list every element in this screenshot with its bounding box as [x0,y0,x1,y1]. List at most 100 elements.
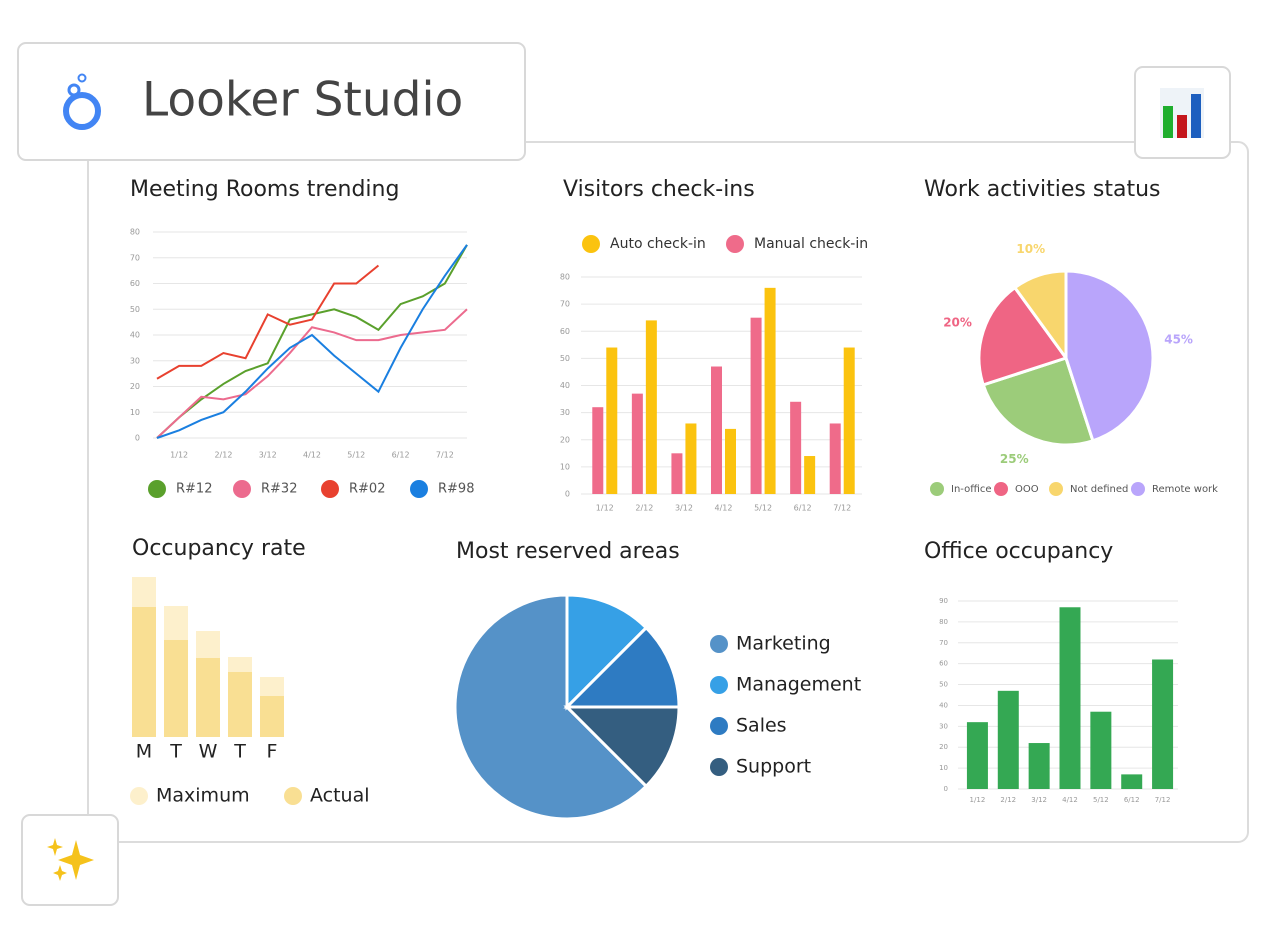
legend-label: OOO [1015,484,1039,495]
bar [685,423,697,494]
y-tick-label: 50 [939,681,948,689]
pie-value-label: 20% [943,315,972,329]
y-tick-label: 80 [560,273,570,282]
bar [606,347,618,494]
pie-slice [563,625,681,709]
legend-swatch [233,480,251,498]
pie-slice [565,593,649,711]
x-tick-label: 3/12 [1031,796,1047,804]
looker-logo [63,73,101,130]
bar [966,722,988,789]
bar [750,317,762,494]
chart-title: Occupancy rate [132,536,306,561]
y-tick-label: 40 [939,701,948,709]
y-tick-label: 70 [939,639,948,647]
y-tick-label: 10 [560,462,570,471]
legend-swatch [321,480,339,498]
y-tick-label: 10 [130,408,140,417]
bar [631,393,643,494]
x-tick-label: 7/12 [833,504,851,513]
x-tick-label: 6/12 [1124,796,1140,804]
bar [1090,711,1112,789]
y-tick-label: 40 [560,381,570,390]
line-series [156,244,468,439]
line-series [156,264,380,380]
y-tick-label: 90 [939,597,948,605]
x-tick-label: 1/12 [970,796,986,804]
chart-title: Visitors check-ins [563,177,755,202]
bar [764,287,776,494]
legend-label: Not defined [1070,484,1128,495]
bar [1028,743,1050,789]
y-tick-label: 50 [560,354,570,363]
chart-icon [1160,88,1204,138]
y-tick-label: 30 [939,722,948,730]
bar [790,401,802,494]
x-tick-label: 7/12 [436,451,454,460]
bar [804,456,816,494]
bar [829,423,841,494]
y-tick-label: 0 [135,434,140,443]
bar [671,453,683,494]
bar [1121,774,1143,789]
y-tick-label: 80 [130,228,140,237]
pie-slice [1064,269,1155,443]
legend-swatch [710,635,728,653]
bar [1059,607,1081,789]
legend-label: R#12 [176,482,212,497]
x-tick-label: 1/12 [170,451,188,460]
legend-label: Manual check-in [754,236,868,252]
y-tick-label: 60 [130,279,140,288]
chart-title: Most reserved areas [456,539,680,564]
x-tick-label: 3/12 [259,451,277,460]
report-panel [87,141,1249,843]
x-tick-label: T [233,741,246,763]
x-tick-label: T [169,741,182,763]
y-tick-label: 60 [560,327,570,336]
bar [132,607,156,737]
legend-swatch [710,758,728,776]
legend-label: R#02 [349,482,385,497]
bar [592,407,604,494]
x-tick-label: 5/12 [347,451,365,460]
bar [645,320,657,494]
legend-label: Maximum [156,785,250,807]
x-tick-label: 4/12 [1062,796,1078,804]
legend-swatch [994,482,1008,496]
legend-label: Marketing [736,633,831,655]
pie-slice [981,356,1095,447]
legend-swatch [410,480,428,498]
y-tick-label: 60 [939,660,948,668]
legend-swatch [930,482,944,496]
bar [843,347,855,494]
bar [228,672,252,737]
x-tick-label: 1/12 [596,504,614,513]
x-tick-label: 2/12 [214,451,232,460]
legend-label: Actual [310,785,370,807]
legend-label: Auto check-in [610,236,706,252]
x-tick-label: 2/12 [635,504,653,513]
x-tick-label: F [267,741,278,763]
app-title: Looker Studio [142,73,463,128]
y-tick-label: 30 [130,356,140,365]
x-tick-label: 2/12 [1000,796,1016,804]
y-tick-label: 0 [944,785,948,793]
chart-title: Meeting Rooms trending [130,177,399,202]
x-tick-label: 3/12 [675,504,693,513]
y-tick-label: 20 [560,435,570,444]
bar [164,640,188,737]
x-tick-label: 6/12 [392,451,410,460]
logo-box [17,42,526,161]
line-series [156,308,468,439]
y-tick-label: 80 [939,618,948,626]
pie-slice [453,593,649,821]
x-tick-label: 4/12 [303,451,321,460]
legend-label: Management [736,674,861,696]
legend-swatch [710,676,728,694]
legend-swatch [582,235,600,253]
legend-swatch [726,235,744,253]
x-tick-label: 7/12 [1155,796,1171,804]
y-tick-label: 10 [939,764,948,772]
sparkles-icon [47,838,94,881]
